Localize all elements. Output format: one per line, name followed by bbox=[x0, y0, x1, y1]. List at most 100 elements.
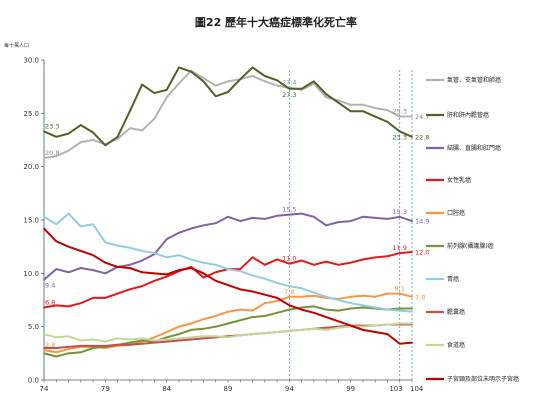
data-label: 12.0 bbox=[415, 249, 429, 257]
data-point bbox=[128, 246, 131, 249]
data-point bbox=[141, 250, 144, 252]
data-label: 8.1 bbox=[395, 285, 405, 293]
data-point bbox=[43, 157, 45, 160]
data-label: 7.8 bbox=[415, 293, 425, 301]
series-0 bbox=[43, 69, 413, 160]
data-point bbox=[92, 344, 94, 347]
data-point bbox=[43, 352, 45, 355]
data-point bbox=[411, 307, 413, 310]
data-point bbox=[141, 271, 144, 274]
data-point bbox=[128, 341, 131, 344]
data-point bbox=[79, 124, 82, 126]
data-point bbox=[386, 292, 389, 295]
data-point bbox=[92, 269, 94, 272]
data-point bbox=[288, 213, 291, 216]
data-point bbox=[141, 259, 144, 262]
data-point bbox=[55, 351, 58, 354]
data-label: 23.3 bbox=[45, 122, 59, 130]
data-point bbox=[116, 244, 119, 247]
data-point bbox=[43, 347, 45, 349]
legend-label: 胃癌 bbox=[447, 275, 459, 283]
data-point bbox=[398, 115, 401, 118]
data-point bbox=[55, 135, 58, 138]
data-point bbox=[398, 292, 401, 295]
data-point bbox=[263, 315, 266, 317]
data-point bbox=[153, 272, 156, 275]
data-point bbox=[128, 110, 131, 113]
x-tick-label: 89 bbox=[224, 385, 233, 393]
data-point bbox=[386, 333, 389, 336]
data-point bbox=[92, 131, 94, 134]
data-point bbox=[276, 311, 278, 314]
data-point bbox=[263, 302, 266, 305]
data-point bbox=[202, 318, 205, 321]
data-point bbox=[104, 272, 107, 275]
data-point bbox=[411, 251, 413, 253]
data-point bbox=[398, 130, 401, 133]
data-point bbox=[55, 268, 58, 270]
data-point bbox=[300, 308, 303, 311]
data-point bbox=[362, 110, 364, 113]
data-point bbox=[227, 268, 229, 270]
data-point bbox=[116, 337, 119, 340]
data-point bbox=[288, 330, 291, 332]
data-point bbox=[214, 95, 217, 98]
data-point bbox=[349, 302, 352, 305]
data-point bbox=[276, 296, 278, 299]
legend-entry: 結腸、直腸和肛門癌 bbox=[426, 144, 501, 152]
legend-entry: 氣管、支氣管和肺癌 bbox=[426, 76, 501, 84]
data-point bbox=[411, 115, 413, 118]
data-point bbox=[227, 322, 229, 325]
data-point bbox=[79, 339, 82, 342]
data-point bbox=[325, 260, 328, 263]
data-label: 9.4 bbox=[45, 282, 55, 290]
data-point bbox=[55, 355, 58, 358]
data-point bbox=[263, 277, 266, 280]
data-point bbox=[227, 310, 229, 313]
data-point bbox=[43, 130, 45, 133]
data-point bbox=[190, 322, 193, 325]
data-point bbox=[239, 319, 242, 322]
data-point bbox=[349, 307, 352, 310]
data-point bbox=[128, 263, 131, 266]
data-point bbox=[239, 308, 242, 311]
data-point bbox=[349, 324, 352, 327]
data-label: 2.8 bbox=[45, 341, 55, 349]
data-point bbox=[128, 338, 131, 341]
data-point bbox=[43, 333, 45, 336]
data-label: 22.8 bbox=[415, 133, 429, 141]
data-point bbox=[263, 293, 266, 296]
data-labels: 20.8 27.4 25.3 24.7 23.3 27.3 23.3 22.8 9.4 15.5 1… bbox=[45, 79, 429, 349]
data-point bbox=[128, 343, 131, 346]
data-point bbox=[263, 263, 266, 266]
y-tick-label: 15.0 bbox=[23, 217, 39, 225]
data-point bbox=[227, 91, 229, 93]
data-point bbox=[349, 261, 352, 264]
data-point bbox=[337, 299, 340, 301]
data-point bbox=[79, 225, 82, 228]
data-point bbox=[411, 341, 413, 344]
data-point bbox=[263, 218, 266, 220]
data-point bbox=[239, 220, 242, 222]
data-point bbox=[263, 332, 266, 334]
data-point bbox=[165, 238, 168, 241]
legend-label: 女性乳癌 bbox=[447, 176, 471, 184]
data-point bbox=[251, 290, 254, 293]
x-tick-label: 99 bbox=[346, 385, 355, 393]
data-point bbox=[300, 306, 303, 309]
data-point bbox=[190, 338, 193, 341]
data-point bbox=[202, 77, 205, 80]
data-point bbox=[251, 216, 254, 219]
data-point bbox=[67, 245, 70, 248]
data-point bbox=[300, 287, 303, 290]
data-point bbox=[67, 271, 70, 274]
data-point bbox=[251, 333, 254, 336]
data-point bbox=[116, 343, 119, 346]
data-point bbox=[55, 223, 58, 226]
data-point bbox=[67, 132, 70, 135]
data-label: 25.3 bbox=[392, 108, 406, 116]
data-point bbox=[386, 109, 389, 112]
data-point bbox=[386, 255, 389, 258]
data-point bbox=[312, 327, 315, 330]
